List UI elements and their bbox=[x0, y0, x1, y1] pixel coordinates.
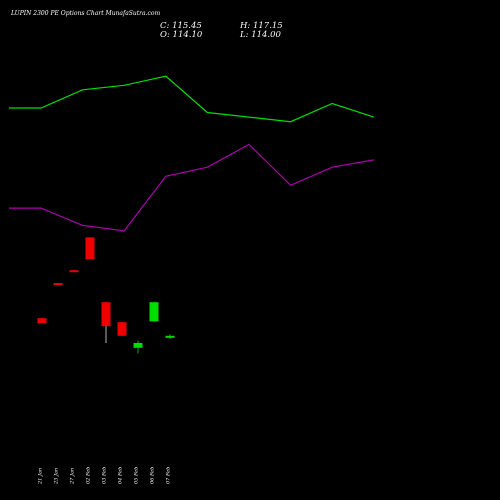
x-tick-label: 06 Feb bbox=[150, 467, 156, 484]
x-tick-label: 27 Jan bbox=[70, 468, 76, 485]
open-value: O: 114.10 bbox=[160, 30, 203, 40]
candle-body bbox=[69, 270, 79, 273]
x-tick-label: 05 Feb bbox=[134, 467, 140, 484]
x-tick-label: 07 Feb bbox=[166, 467, 172, 484]
x-tick-label: 21 Jan bbox=[38, 468, 44, 485]
candles bbox=[37, 237, 175, 354]
candle-body bbox=[37, 318, 47, 323]
close-value: C: 115.45 bbox=[160, 21, 202, 31]
x-tick-label: 03 Feb bbox=[102, 467, 108, 484]
green-line bbox=[9, 75, 374, 123]
candle-body bbox=[85, 237, 95, 259]
candle-body bbox=[165, 335, 175, 338]
chart-title: LUPIN 2300 PE Options Chart MunafaSutra.… bbox=[10, 10, 161, 17]
candle-body bbox=[101, 302, 111, 327]
overlay-lines bbox=[9, 75, 374, 232]
magenta-line bbox=[9, 143, 374, 232]
candle-body bbox=[149, 302, 159, 322]
x-axis-ticks: 21 Jan 23 Jan 27 Jan 02 Feb 03 Feb 04 Feb 05 F… bbox=[38, 467, 172, 485]
candle-body bbox=[133, 343, 143, 348]
x-tick-label: 23 Jan bbox=[54, 468, 60, 485]
x-tick-label: 02 Feb bbox=[86, 467, 92, 484]
high-value: H: 117.15 bbox=[239, 21, 283, 31]
x-tick-label: 04 Feb bbox=[118, 467, 124, 484]
candle-body bbox=[117, 322, 127, 336]
candle-body bbox=[53, 283, 63, 285]
low-value: L: 114.00 bbox=[239, 30, 282, 40]
